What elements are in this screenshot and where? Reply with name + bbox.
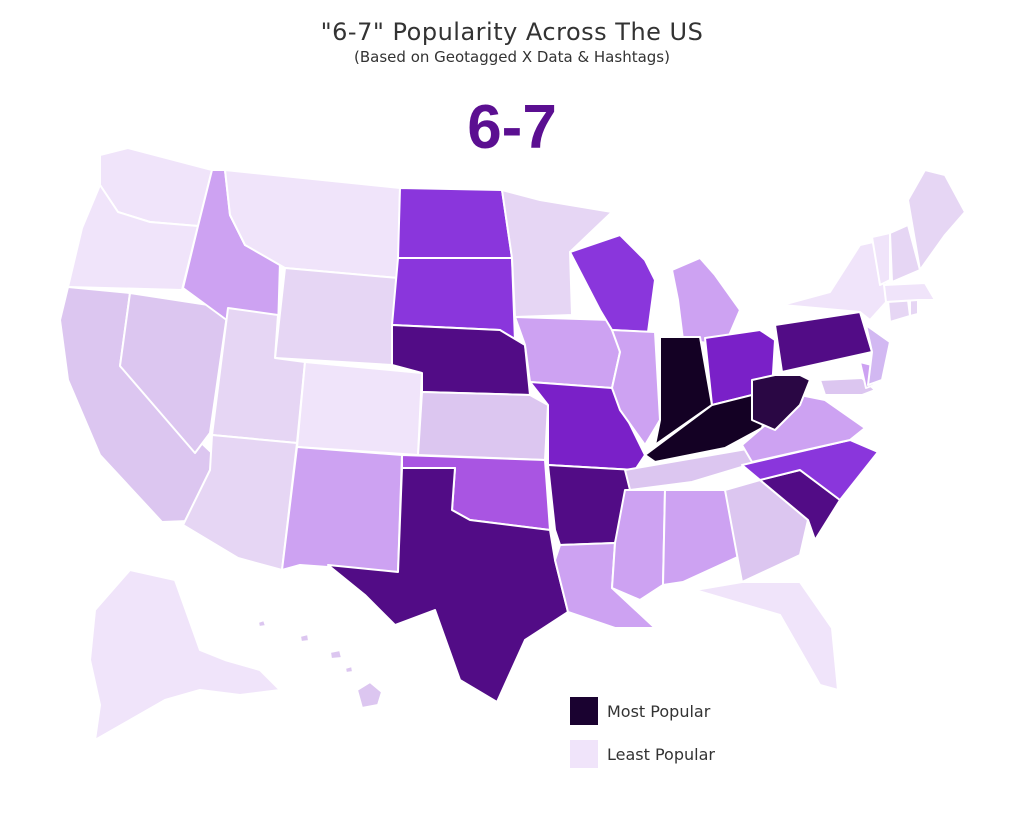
legend-swatch-most xyxy=(570,697,598,725)
hawaii-island-1 xyxy=(257,619,267,628)
legend-label-most: Most Popular xyxy=(607,701,711,721)
state-colorado xyxy=(296,361,423,456)
state-illinois xyxy=(611,329,661,446)
state-iowa xyxy=(514,316,621,389)
state-alabama xyxy=(662,489,743,586)
state-new-mexico xyxy=(281,446,403,573)
hawaii-island-3 xyxy=(329,649,343,660)
state-pennsylvania xyxy=(774,311,873,373)
state-vermont xyxy=(871,232,891,286)
state-minnesota xyxy=(501,189,613,318)
legend-swatch-least xyxy=(570,740,598,768)
legend-label-least: Least Popular xyxy=(607,744,715,764)
legend-row-least: Least Popular xyxy=(570,739,715,769)
state-new-york xyxy=(781,239,889,321)
map-subtitle: (Based on Geotagged X Data & Hashtags) xyxy=(354,48,670,66)
state-rhode-island xyxy=(909,299,919,317)
map-title: "6-7" Popularity Across The US xyxy=(320,18,704,46)
hawaii-island-2 xyxy=(299,633,310,643)
state-wyoming xyxy=(274,267,399,366)
state-indiana xyxy=(654,336,713,446)
state-michigan xyxy=(671,257,741,346)
state-north-dakota xyxy=(397,187,513,259)
state-maine xyxy=(907,169,966,271)
state-west-virginia xyxy=(751,374,811,431)
state-maryland xyxy=(819,377,876,396)
state-massachusetts xyxy=(883,282,936,303)
big-label: 6-7 xyxy=(467,93,557,162)
legend-row-most: Most Popular xyxy=(570,696,715,726)
state-wisconsin xyxy=(569,234,656,333)
hawaii-island-4 xyxy=(344,665,354,674)
state-connecticut xyxy=(887,299,911,323)
legend: Most Popular Least Popular xyxy=(570,696,715,782)
state-florida xyxy=(694,581,839,691)
state-hawaii xyxy=(356,681,383,709)
state-kansas xyxy=(417,391,549,461)
state-new-jersey xyxy=(865,324,891,386)
state-alaska xyxy=(89,569,281,741)
state-texas xyxy=(327,467,569,703)
title-block: "6-7" Popularity Across The US (Based on… xyxy=(0,18,1024,66)
state-georgia xyxy=(724,479,809,583)
